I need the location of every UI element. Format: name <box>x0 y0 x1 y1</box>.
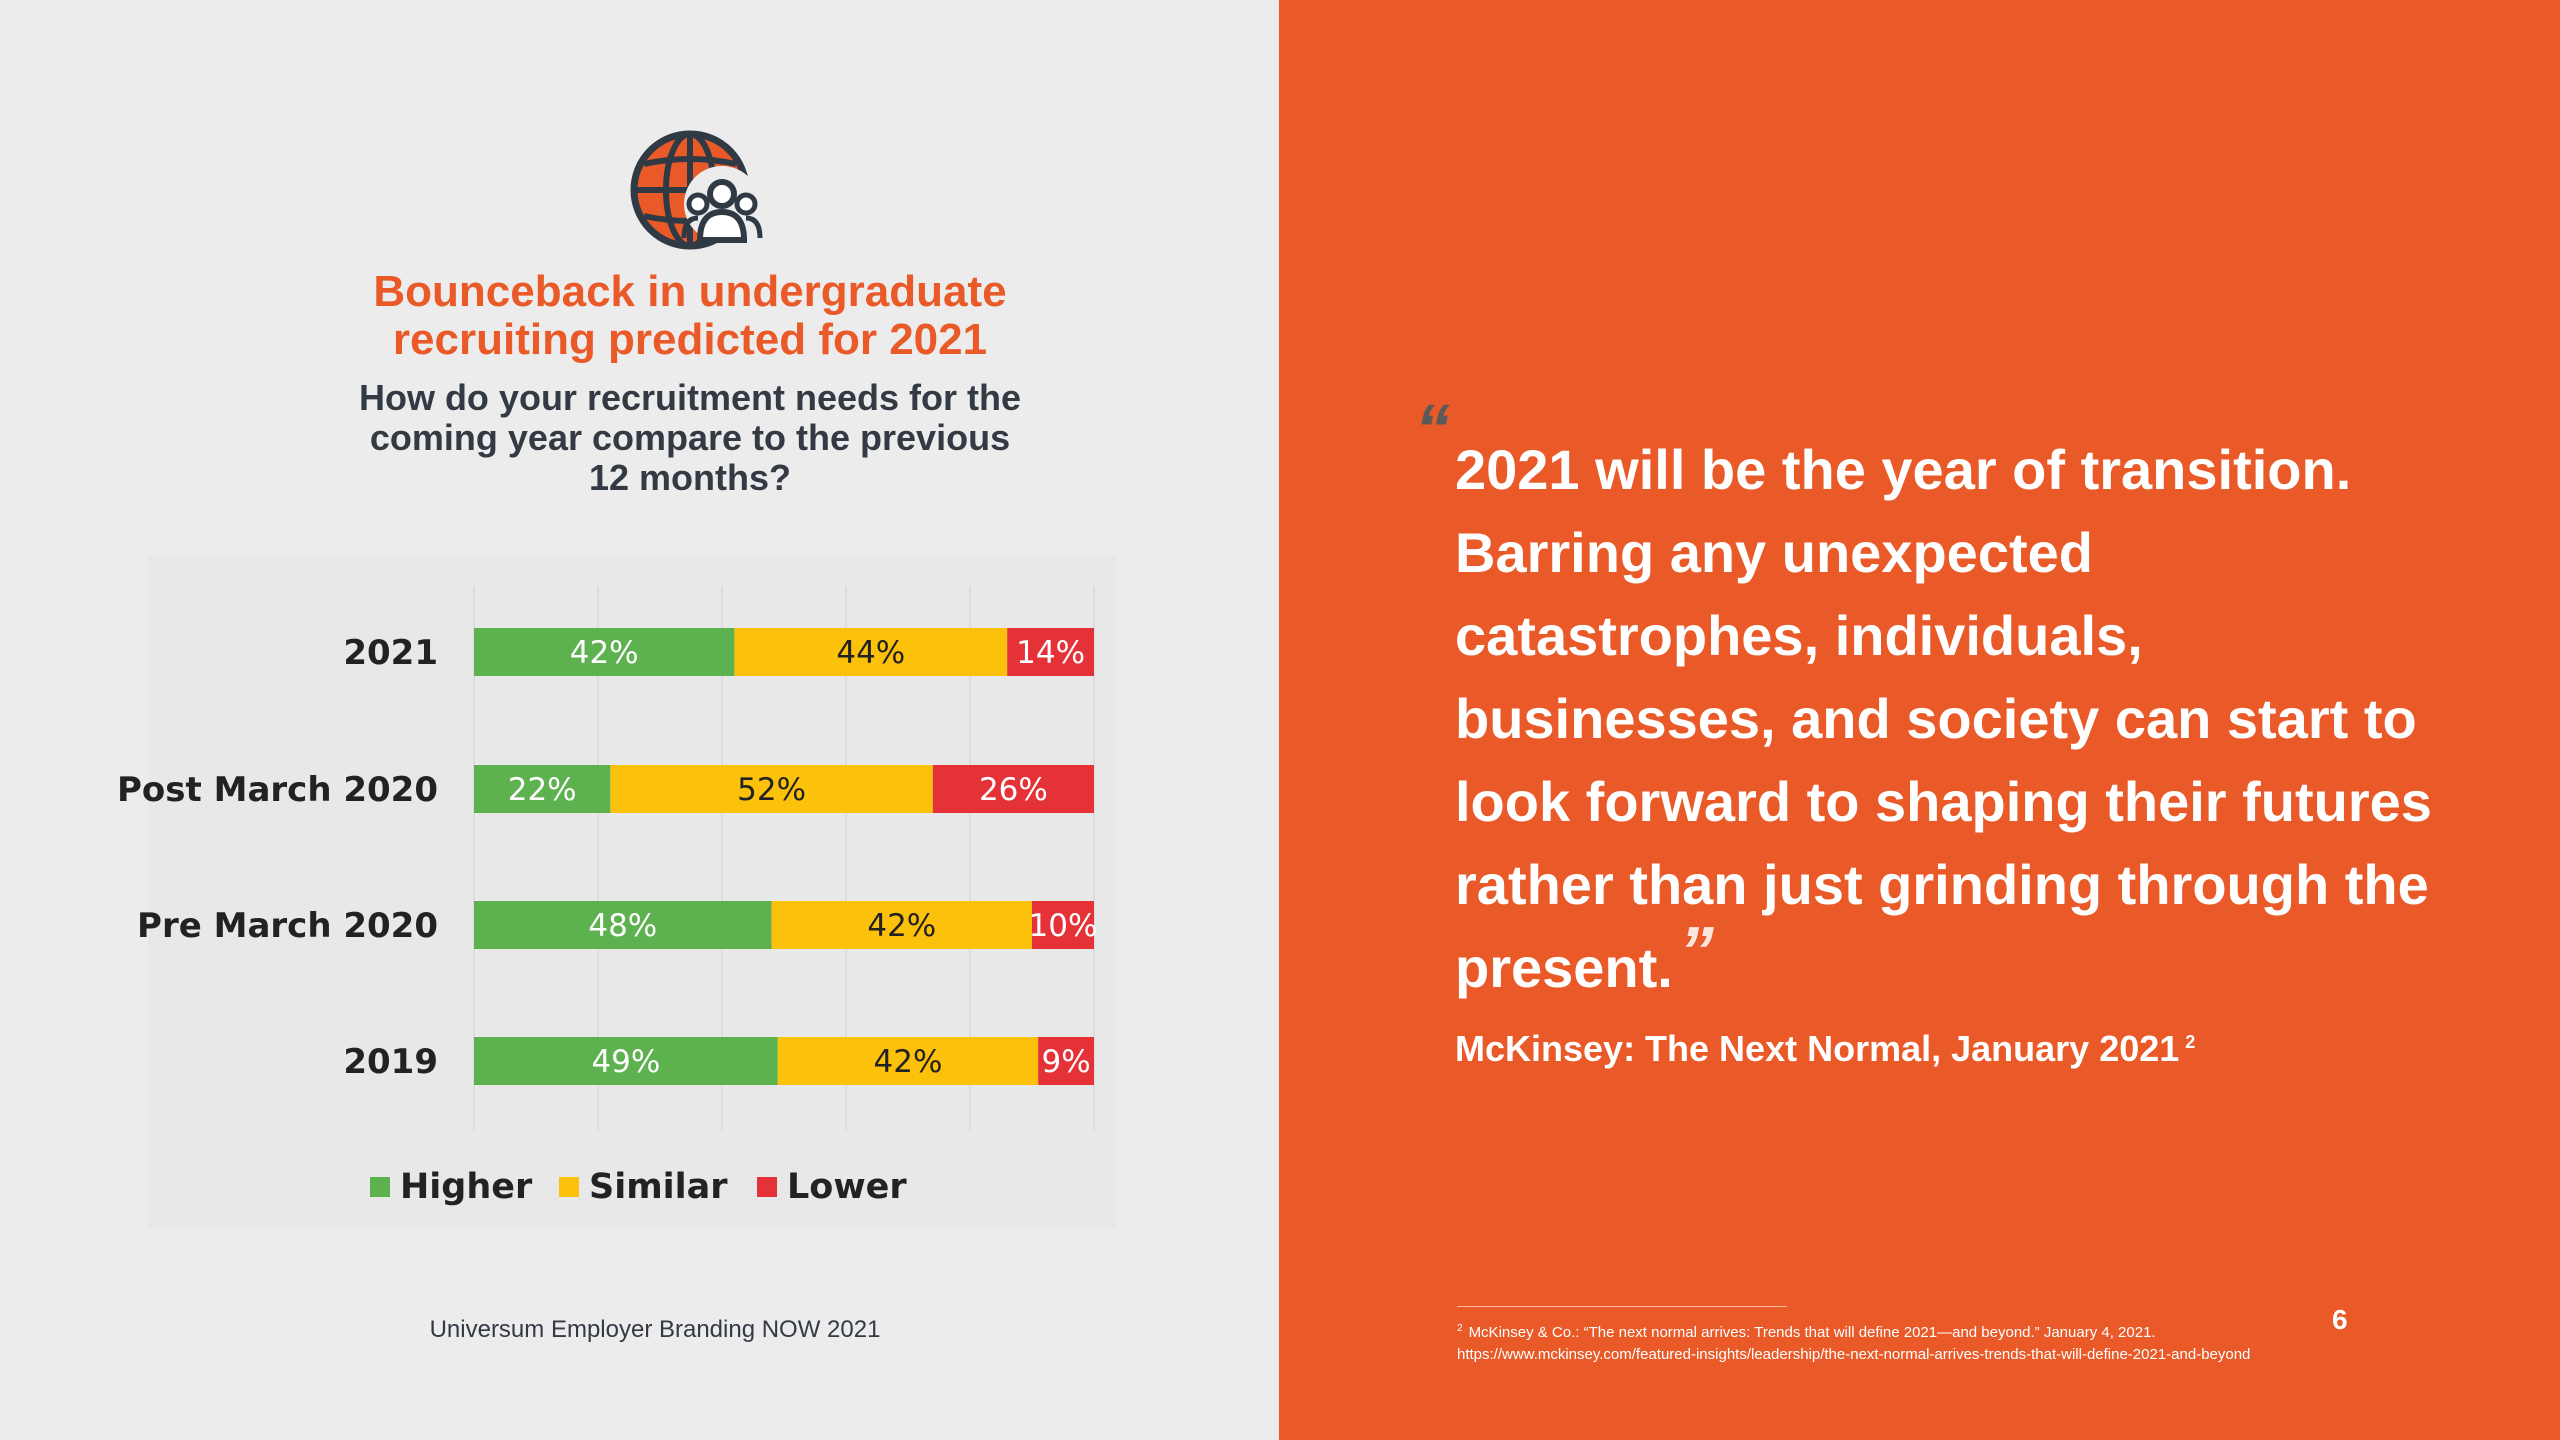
bar-higher <box>474 1037 778 1085</box>
source-caption: Universum Employer Branding NOW 2021 <box>429 1316 881 1343</box>
data-label: 10% <box>1029 908 1098 944</box>
quote-attribution: McKinsey: The Next Normal, January 2021 2 <box>1455 1028 2195 1070</box>
data-label: 49% <box>591 1044 660 1080</box>
legend-swatch-similar <box>559 1177 579 1197</box>
legend-swatch-higher <box>370 1177 390 1197</box>
data-label: 22% <box>508 772 577 808</box>
footnote-ref: 2 <box>1457 1323 1463 1334</box>
close-quote-mark: ” <box>1678 912 1714 990</box>
data-label: 44% <box>836 635 905 671</box>
left-panel: Bounceback in undergraduate recruiting p… <box>0 0 1279 1440</box>
bar-similar <box>734 628 1008 676</box>
footnote-divider <box>1457 1306 1787 1307</box>
bar-lower <box>1032 901 1094 949</box>
open-quote-mark: “ <box>1415 390 1450 468</box>
legend-swatch-lower <box>757 1177 777 1197</box>
quote-body: 2021 will be the year of transition. Bar… <box>1455 438 2432 999</box>
bar-similar <box>610 765 933 813</box>
data-label: 9% <box>1042 1044 1091 1080</box>
quote-text: 2021 will be the year of transition. Bar… <box>1455 428 2455 1009</box>
attribution-ref: 2 <box>2185 1032 2196 1052</box>
bar-similar <box>777 1037 1039 1085</box>
footnote-url[interactable]: https://www.mckinsey.com/featured-insigh… <box>1457 1346 2251 1363</box>
data-label: 14% <box>1016 635 1085 671</box>
legend-label-similar: Similar <box>589 1167 728 1207</box>
subtitle-line-1: How do your recruitment needs for the <box>358 377 1022 418</box>
category-label: 2021 <box>343 633 438 673</box>
globe-people-icon <box>630 130 763 250</box>
title-line-2: recruiting predicted for 2021 <box>392 315 988 364</box>
bar-higher <box>474 628 735 676</box>
bar-higher <box>474 765 611 813</box>
data-label: 42% <box>874 1044 943 1080</box>
category-label: 2019 <box>343 1042 438 1082</box>
bar-lower <box>1038 1037 1094 1085</box>
data-label: 26% <box>979 772 1048 808</box>
data-label: 52% <box>737 772 806 808</box>
footnote-line-1: McKinsey & Co.: “The next normal arrives… <box>1468 1324 2156 1341</box>
subtitle-line-3: 12 months? <box>588 457 792 498</box>
legend-label-lower: Lower <box>787 1167 907 1207</box>
bar-higher <box>474 901 772 949</box>
category-label: Pre March 2020 <box>137 906 438 946</box>
data-label: 42% <box>867 908 936 944</box>
footnote: 2 McKinsey & Co.: “The next normal arrive… <box>1457 1318 2457 1366</box>
data-label: 48% <box>588 908 657 944</box>
right-panel <box>1279 0 2560 1440</box>
bar-lower <box>1007 628 1094 676</box>
bar-similar <box>771 901 1032 949</box>
data-label: 42% <box>570 635 639 671</box>
title-line-1: Bounceback in undergraduate <box>373 267 1007 316</box>
page-number: 6 <box>2332 1304 2348 1335</box>
bar-lower <box>932 765 1094 813</box>
subtitle-line-2: coming year compare to the previous <box>369 417 1011 458</box>
chart-question: How do your recruitment needs for the co… <box>290 378 1090 498</box>
category-label: Post March 2020 <box>117 770 438 810</box>
legend-label-higher: Higher <box>400 1167 533 1207</box>
quote-block: “ 2021 will be the year of transition. B… <box>1415 394 2455 1009</box>
attribution-text: McKinsey: The Next Normal, January 2021 <box>1455 1028 2180 1069</box>
chart-title: Bounceback in undergraduate recruiting p… <box>240 268 1140 364</box>
